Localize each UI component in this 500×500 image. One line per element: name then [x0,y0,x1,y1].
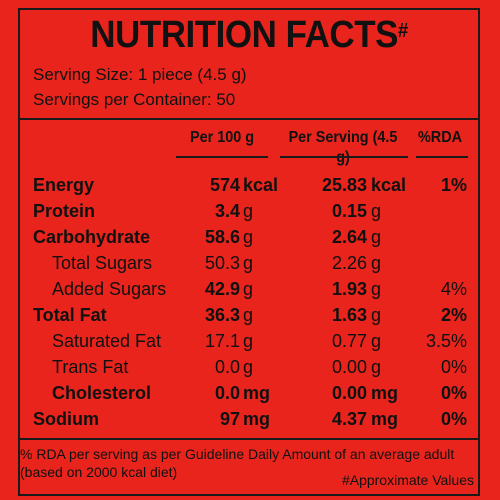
serving-size: Serving Size: 1 piece (4.5 g) [33,65,247,84]
per100-unit: g [243,357,254,377]
col-header-rda: %RDA [417,129,462,146]
nutrient-name: Saturated Fat [52,331,162,351]
col-underline-per100g [176,156,268,158]
nutrient-name: Carbohydrate [33,227,151,247]
per100-value: 574 [209,175,240,195]
serving-value: 0.15 [331,201,367,221]
footer-rda-note: % RDA per serving as per Guideline Daily… [20,446,455,462]
per100-value: 97 [219,409,240,429]
nutrient-name: Added Sugars [52,279,167,299]
nutrition-label-frame [18,8,480,496]
serving-value: 0.00 [331,383,367,403]
col-underline-rda [416,156,468,158]
per100-value: 0.0 [214,383,240,403]
per100-unit: g [243,227,254,247]
serving-value: 25.83 [321,175,367,195]
per100-value: 50.3 [204,253,240,273]
serving-value: 2.64 [331,227,367,247]
serving-value: 1.63 [331,305,367,325]
nutrient-row: Total Sugars 50.3 g 2.26 g [0,250,500,276]
per100-value: 0.0 [214,357,240,377]
rda-value: 1% [440,175,467,195]
serving-unit: kcal [371,175,407,195]
serving-value: 4.37 [331,409,367,429]
per100-value: 3.4 [214,201,240,221]
per100-value: 58.6 [204,227,240,247]
serving-unit: g [371,331,382,351]
rda-value: 4% [440,279,467,299]
nutrient-row: Protein 3.4 g 0.15 g [0,198,500,224]
per100-value: 42.9 [204,279,240,299]
col-underline-per-serving [280,156,408,158]
nutrient-row: Added Sugars 42.9 g 1.93 g 4% [0,276,500,302]
nutrient-row: Sodium 97 mg 4.37 mg 0% [0,406,500,432]
serving-value: 2.26 [331,253,367,273]
rda-value: 3.5% [425,331,467,351]
per100-unit: g [243,279,254,299]
per100-value: 36.3 [204,305,240,325]
per100-unit: g [243,201,254,221]
approx-values-note: #Approximate Values [341,472,474,488]
nutrient-row: Total Fat 36.3 g 1.63 g 2% [0,302,500,328]
nutrient-name: Sodium [33,409,99,429]
serving-value: 0.77 [331,331,367,351]
serving-unit: mg [371,383,398,403]
nutrient-row: Saturated Fat 17.1 g 0.77 g 3.5% [0,328,500,354]
nutrient-row: Trans Fat 0.0 g 0.00 g 0% [0,354,500,380]
nutrient-row: Energy 574 kcal 25.83 kcal 1% [0,172,500,198]
per100-unit: g [243,331,254,351]
nutrient-row: Carbohydrate 58.6 g 2.64 g [0,224,500,250]
nutrient-name: Energy [33,175,95,195]
serving-unit: g [371,305,382,325]
per100-unit: g [243,305,254,325]
rda-value: 0% [440,383,467,403]
serving-unit: g [371,253,382,273]
nutrient-name: Cholesterol [52,383,152,403]
serving-unit: g [371,279,382,299]
nutrient-row: Cholesterol 0.0 mg 0.00 mg 0% [0,380,500,406]
col-header-per-serving: Per Serving (4.5 g) [288,129,398,166]
per100-unit: mg [243,383,270,403]
nutrient-name: Total Sugars [52,253,153,273]
serving-unit: mg [371,409,398,429]
serving-unit: g [371,201,382,221]
nutrient-name: Trans Fat [52,357,129,377]
rda-value: 0% [440,409,467,429]
footer-diet-note: (based on 2000 kcal diet) [20,464,178,480]
per100-unit: g [243,253,254,273]
title-mark: # [397,20,408,42]
nutrient-name: Protein [33,201,96,221]
servings-per-container: Servings per Container: 50 [33,90,236,109]
rda-value: 2% [440,305,467,325]
nutrient-name: Total Fat [33,305,107,325]
header-divider [20,118,478,120]
serving-unit: g [371,227,382,247]
per100-value: 17.1 [204,331,240,351]
rda-value: 0% [440,357,467,377]
per100-unit: kcal [243,175,279,195]
per100-unit: mg [243,409,270,429]
serving-value: 0.00 [331,357,367,377]
nutrition-title: NUTRITION FACTS# [90,14,408,56]
col-header-per100g: Per 100 g [189,129,255,146]
serving-value: 1.93 [331,279,367,299]
serving-unit: g [371,357,382,377]
footer-divider [20,438,478,440]
